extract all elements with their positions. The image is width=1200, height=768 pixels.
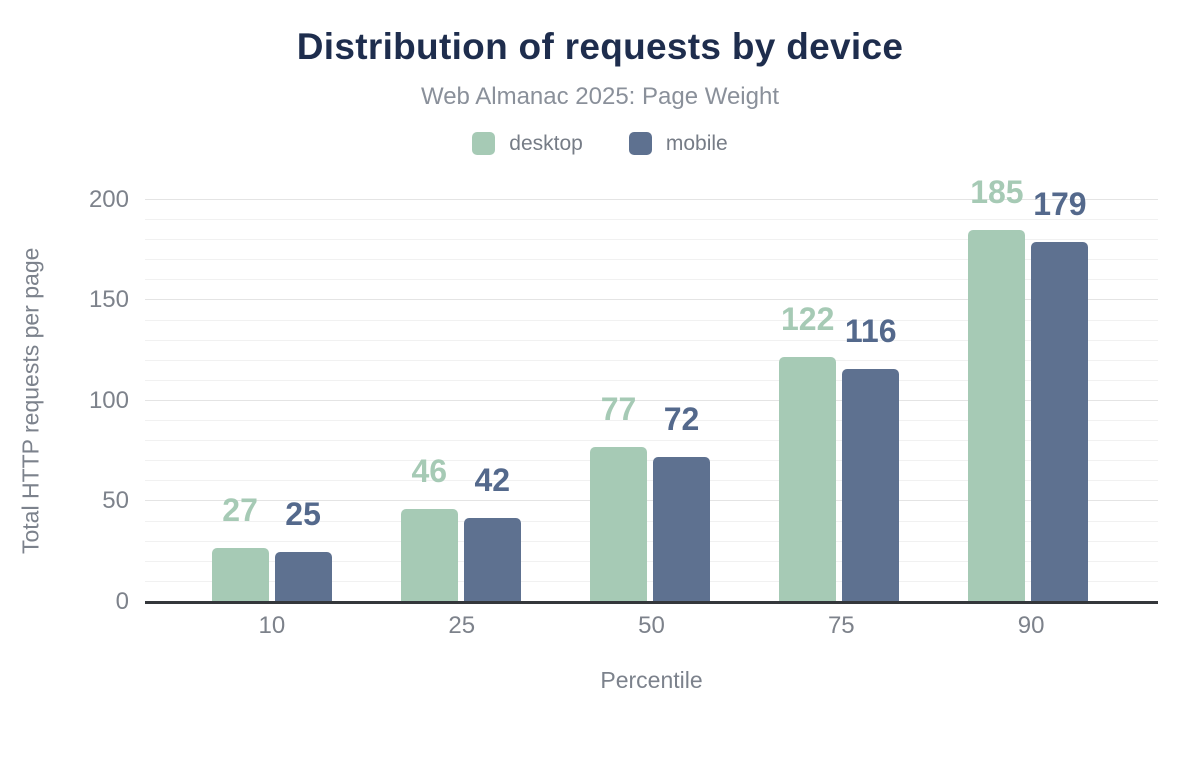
bar-desktop-10: 27: [211, 494, 269, 602]
value-label-desktop-10: 27: [222, 491, 258, 528]
y-tick-label: 50: [102, 487, 129, 515]
x-tick-label: 75: [827, 611, 855, 639]
gridline: [145, 219, 1158, 221]
gridline: [145, 440, 1158, 442]
gridline: [145, 379, 1158, 381]
gridline: [145, 339, 1158, 341]
value-label-desktop-75: 122: [781, 300, 835, 337]
value-label-mobile-25: 42: [474, 461, 511, 498]
gridline: [145, 500, 1158, 502]
bar-mobile-10: 25: [274, 498, 332, 602]
bar-group-75: 122 116: [745, 200, 934, 602]
legend-label-mobile: mobile: [665, 131, 728, 155]
bar-mobile-50: 72: [653, 403, 710, 602]
gridline: [145, 319, 1158, 321]
plot-area: 27 25 46 42 77 72 122 116 185 179: [145, 176, 1158, 604]
gridline: [145, 198, 1158, 200]
y-tick-label: 150: [88, 286, 129, 314]
x-tick-label: 10: [258, 611, 286, 639]
x-tick-label: 50: [638, 611, 665, 639]
x-axis-ticks: 10 25 50 75 90: [145, 612, 1158, 640]
gridline: [145, 480, 1158, 482]
gridline: [145, 239, 1158, 241]
value-label-mobile-50: 72: [663, 401, 700, 438]
bar-mobile-25: 42: [463, 464, 521, 602]
value-label-mobile-75: 116: [844, 312, 897, 349]
value-label-desktop-90: 185: [970, 174, 1024, 211]
y-axis-ticks: 0 50 100 150 200: [62, 187, 145, 613]
gridline: [145, 460, 1158, 462]
bar-desktop-50: 77: [590, 393, 647, 602]
legend-swatch-desktop: [472, 132, 496, 156]
y-tick-label: 100: [88, 386, 129, 414]
bar-desktop-25: 46: [400, 455, 458, 602]
x-tick-label: 25: [448, 611, 476, 639]
legend-item-desktop: desktop: [472, 132, 583, 156]
x-tick-label: 90: [1017, 611, 1045, 639]
bar-group-50: 77 72: [555, 200, 744, 602]
gridline: [145, 580, 1158, 582]
x-axis-title: Percentile: [600, 666, 703, 693]
bar-group-25: 46 42: [366, 200, 555, 602]
value-label-desktop-50: 77: [600, 391, 637, 428]
gridline: [145, 299, 1158, 301]
bar-desktop-90: 185: [968, 176, 1026, 602]
gridline: [145, 520, 1158, 522]
bar-group-10: 27 25: [177, 200, 366, 602]
bar-desktop-75: 122: [779, 303, 837, 602]
gridline: [145, 359, 1158, 361]
bar-mobile-75: 116: [842, 315, 900, 602]
bar-group-90: 185 179: [934, 176, 1123, 602]
x-axis-baseline: [145, 600, 1158, 604]
value-label-mobile-10: 25: [285, 495, 321, 532]
bar-groups: 27 25 46 42 77 72 122 116 185 179: [177, 176, 1123, 602]
chart-subtitle: Web Almanac 2025: Page Weight: [420, 82, 779, 110]
gridline: [145, 540, 1158, 542]
y-tick-label: 0: [115, 587, 129, 615]
gridline: [145, 279, 1158, 281]
value-label-mobile-90: 179: [1033, 186, 1087, 223]
gridline: [145, 399, 1158, 401]
gridline: [145, 420, 1158, 422]
legend-item-mobile: mobile: [628, 131, 728, 156]
chart-figure: Distribution of requests by device Web A…: [0, 26, 1200, 768]
value-label-desktop-25: 46: [411, 453, 448, 490]
gridline: [145, 259, 1158, 261]
legend-label-desktop: desktop: [509, 131, 583, 155]
chart-title: Distribution of requests by device: [296, 26, 904, 67]
legend: desktop mobile: [0, 132, 1200, 156]
gridline: [145, 560, 1158, 562]
chart-area: Total HTTP requests per page 0 50 100 150 20…: [0, 176, 1158, 613]
y-axis-title: Total HTTP requests per page: [17, 247, 44, 555]
y-tick-label: 200: [88, 185, 129, 213]
legend-swatch-mobile: [628, 132, 652, 156]
bar-mobile-90: 179: [1031, 188, 1089, 602]
